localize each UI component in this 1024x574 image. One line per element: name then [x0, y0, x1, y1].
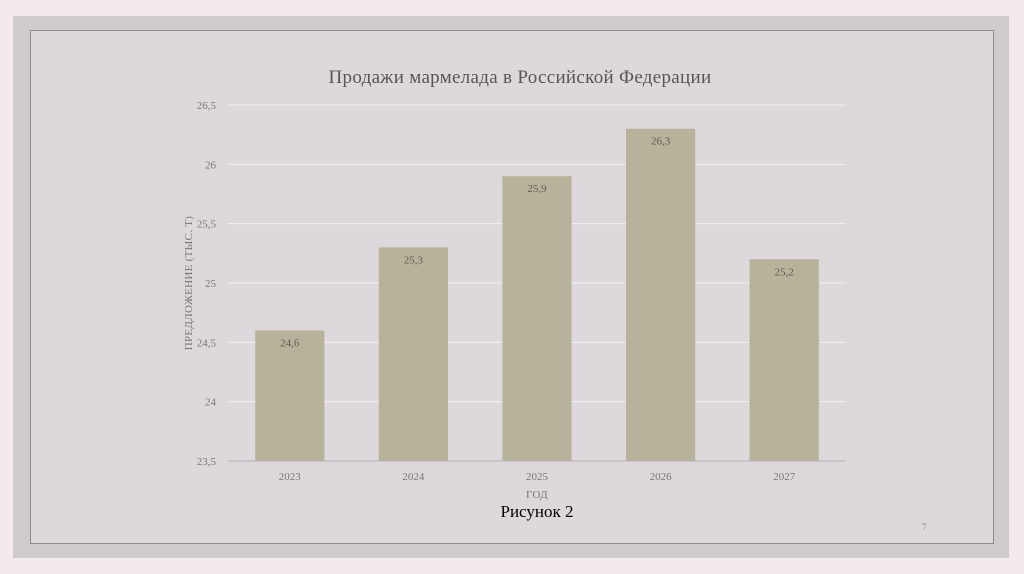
y-tick-label: 26 — [205, 159, 217, 171]
x-axis-ticks: 2023 2024 2025 2026 2027 — [279, 471, 796, 483]
x-tick-label: 2026 — [650, 471, 673, 483]
data-label: 25,9 — [527, 183, 547, 195]
bars: 24,6 25,3 25,9 26,3 25,2 — [255, 128, 819, 461]
y-axis-label: ПРЕДЛОЖЕНИЕ (ТЫС. Т) — [183, 216, 195, 351]
x-tick-label: 2027 — [773, 471, 796, 483]
y-tick-label: 25 — [205, 278, 217, 290]
chart-title: Продажи мармелада в Российской Федерации — [328, 67, 712, 88]
bar-2024 — [378, 247, 449, 461]
x-tick-label: 2025 — [526, 471, 549, 483]
bar-2023 — [255, 330, 325, 461]
slide-page-number: 7 — [922, 522, 927, 532]
data-label: 26,3 — [651, 136, 671, 148]
y-axis-ticks: 23,5 24 24,5 25 25,5 26 26,5 — [197, 100, 217, 468]
data-label: 25,2 — [775, 266, 794, 278]
data-label: 24,6 — [280, 337, 300, 349]
bar-2026 — [625, 128, 696, 461]
x-axis-label: ГОД — [526, 489, 548, 501]
y-tick-label: 24 — [205, 397, 217, 409]
figure-caption: Рисунок 2 — [500, 502, 574, 521]
data-label: 25,3 — [404, 254, 424, 266]
y-tick-label: 26,5 — [197, 100, 217, 112]
x-tick-label: 2024 — [402, 471, 425, 483]
y-tick-label: 25,5 — [197, 219, 217, 231]
y-tick-label: 24,5 — [197, 337, 217, 349]
bar-2027 — [749, 259, 819, 461]
bar-2025 — [502, 176, 572, 461]
y-tick-label: 23,5 — [197, 456, 217, 468]
x-tick-label: 2023 — [279, 471, 302, 483]
